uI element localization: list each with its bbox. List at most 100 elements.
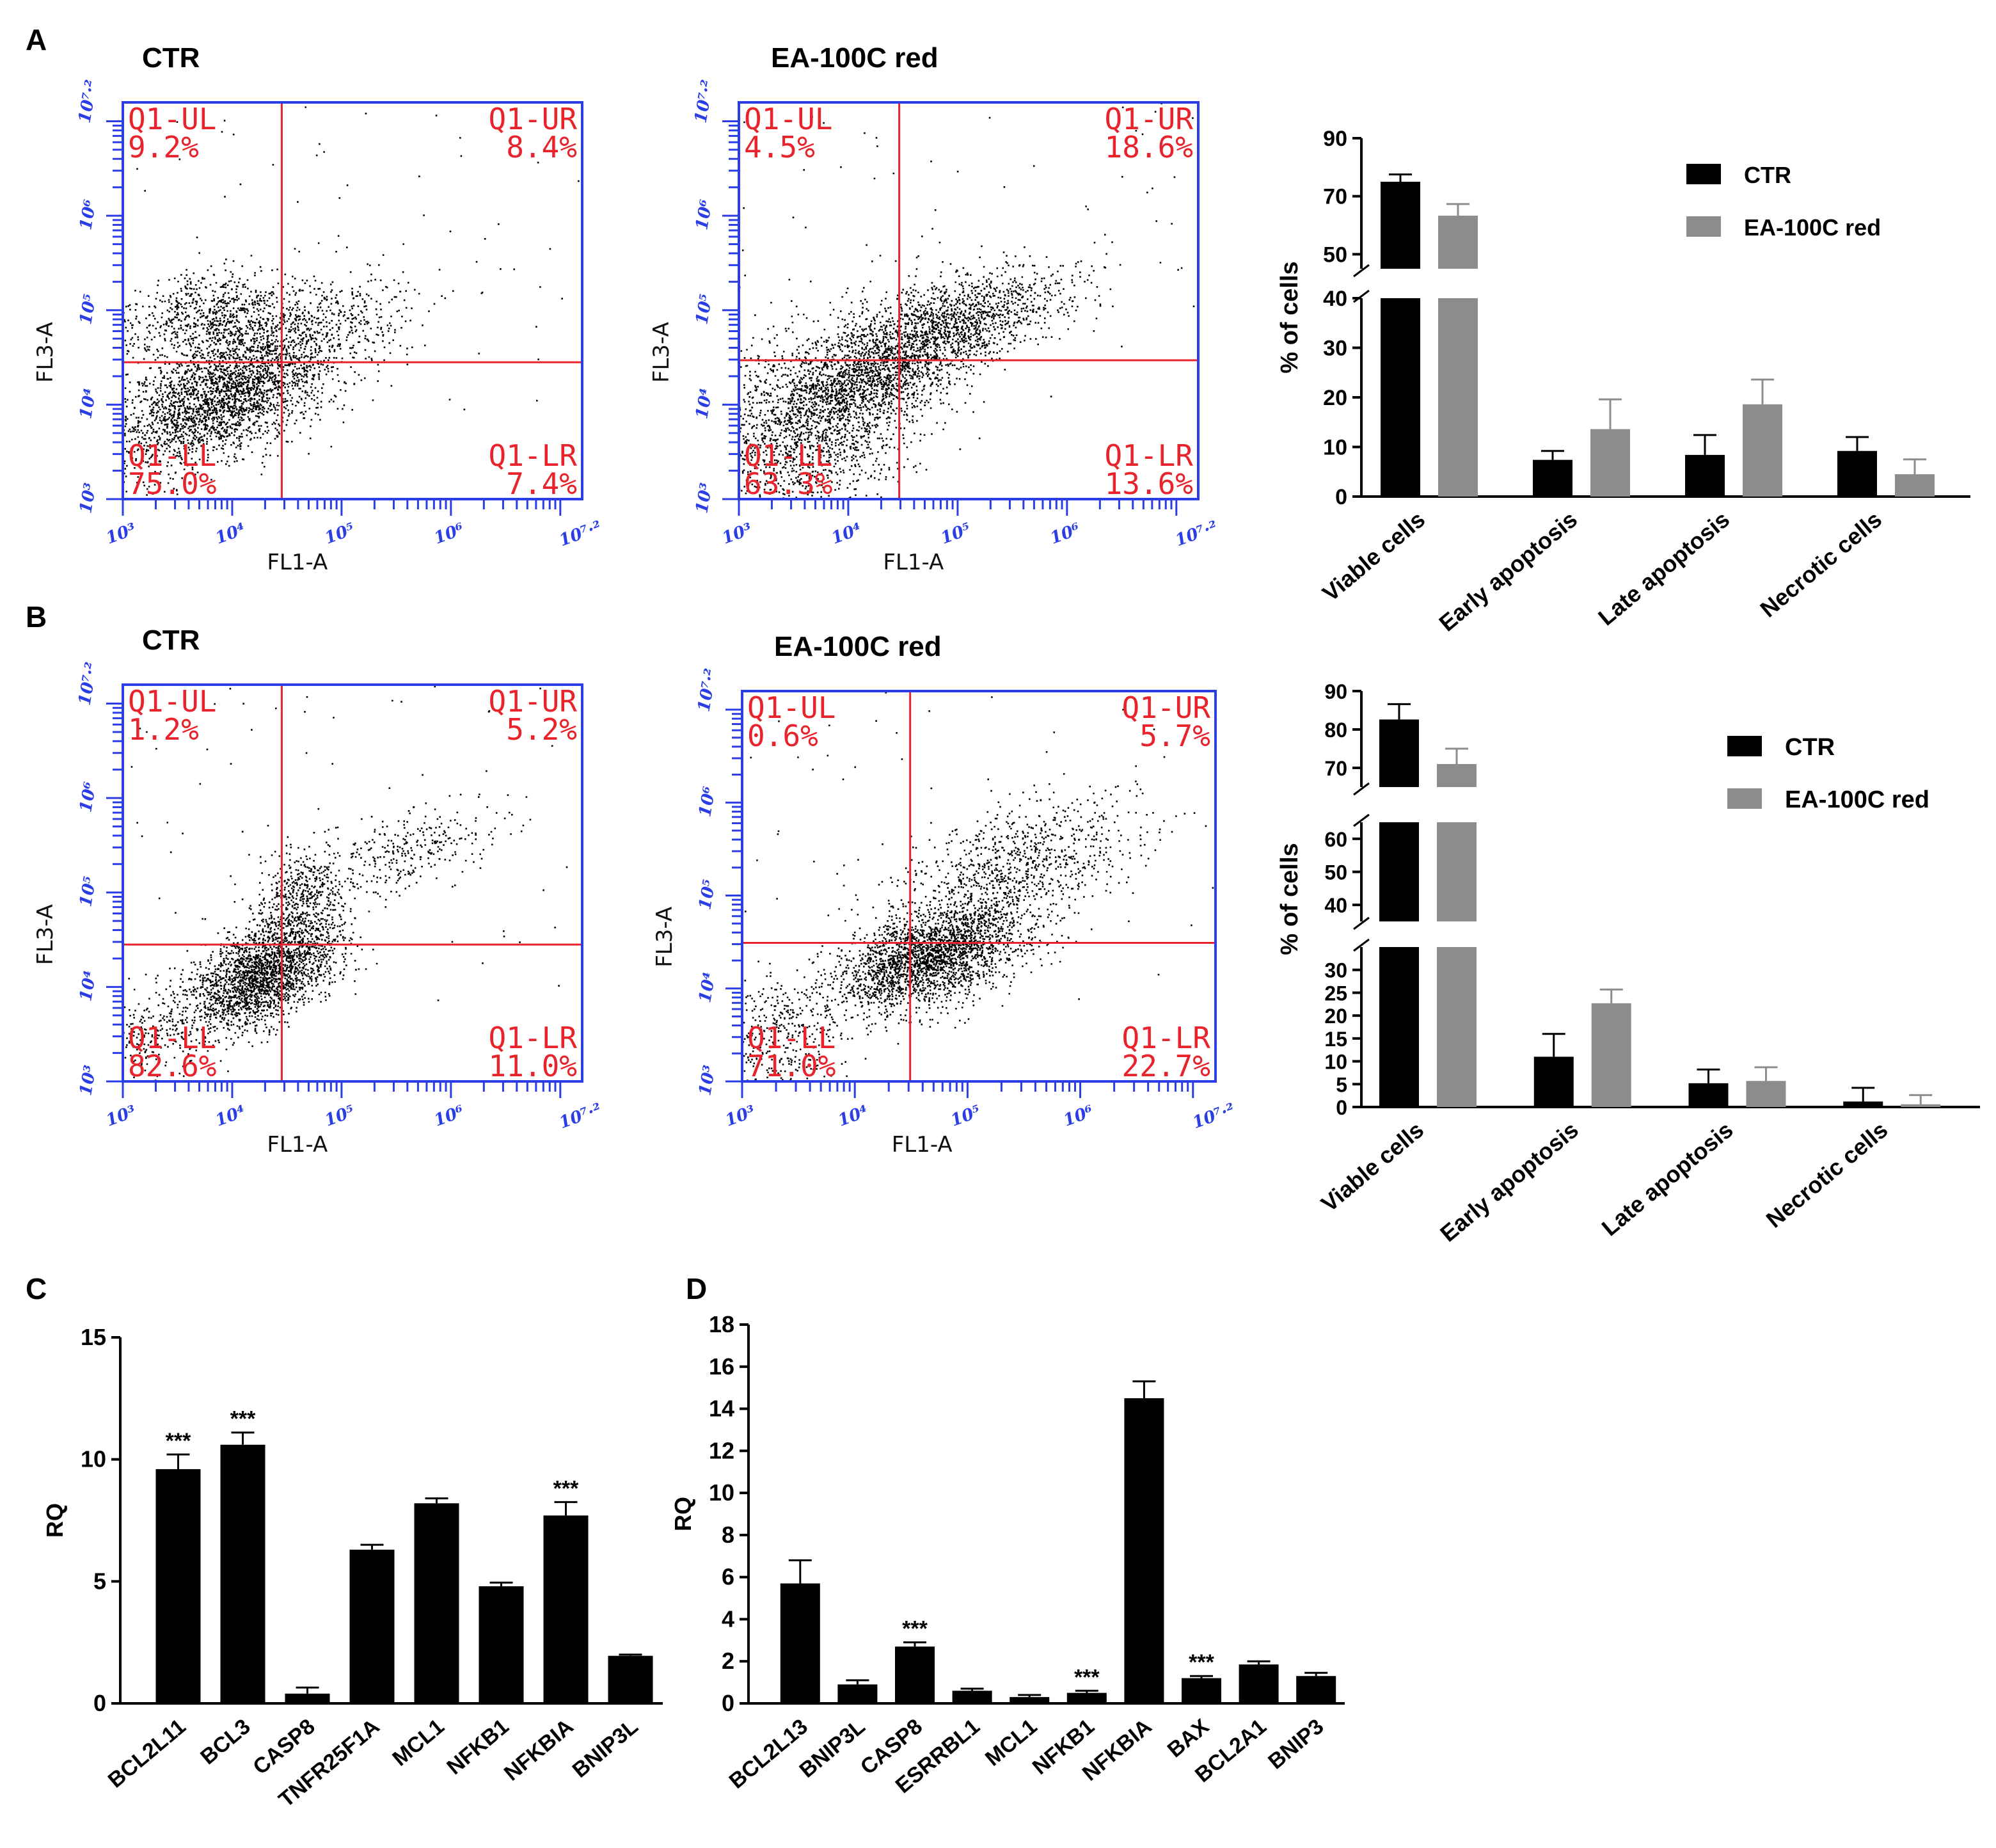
y-tick-label: 10 xyxy=(1323,436,1347,460)
x-category-label: Early apoptosis xyxy=(1434,506,1582,637)
quadrant-percent: 22.7% xyxy=(1122,1049,1210,1083)
bar xyxy=(220,1444,265,1703)
flow-plot-title: CTR xyxy=(142,42,200,74)
significance-mark: *** xyxy=(230,1407,256,1431)
flow-plot-title: EA-100C red xyxy=(771,42,939,74)
x-axis-label: FL1-A xyxy=(267,550,328,575)
bar xyxy=(1182,1678,1221,1703)
x-tick-label: 10⁶ xyxy=(1048,520,1083,548)
x-tick-label: 10⁷·² xyxy=(1190,1100,1237,1133)
y-tick-label: 10⁴ xyxy=(76,387,100,420)
quadrant-percent: 4.5% xyxy=(744,130,815,164)
legend-swatch xyxy=(1686,164,1721,184)
axis-break-mark xyxy=(1353,782,1370,796)
quadrant-percent: 18.6% xyxy=(1105,130,1193,164)
y-tick-label: 70 xyxy=(1323,185,1347,209)
y-tick-label: 0 xyxy=(1336,1096,1347,1119)
x-category-label: BNIP3L xyxy=(795,1714,869,1783)
flow-plot-title: EA-100C red xyxy=(774,631,942,662)
legend-label: CTR xyxy=(1744,162,1791,188)
quadrant-percent: 9.2% xyxy=(128,130,199,164)
quadrant-name: Q1-LR xyxy=(1122,1021,1211,1055)
bar-ea-100c-red xyxy=(1437,764,1477,787)
y-tick-label: 10⁶ xyxy=(76,781,100,814)
x-category-label: Late apoptosis xyxy=(1593,506,1734,631)
x-tick-label: 10⁷·² xyxy=(557,518,604,550)
y-tick-label: 10³ xyxy=(76,482,100,515)
quadrant-name: Q1-UR xyxy=(489,102,578,136)
quadrant-name: Q1-UL xyxy=(128,684,216,719)
bar-ctr xyxy=(1533,1056,1574,1107)
bar-ctr xyxy=(1381,182,1420,269)
bar-chart-D: 024681012141618BCL2L13BNIP3L***CASP8ESRR… xyxy=(670,1311,1345,1798)
panel-label-A: A xyxy=(26,23,47,56)
legend-swatch xyxy=(1727,736,1762,756)
bar xyxy=(155,1469,201,1703)
x-tick-label: 10³ xyxy=(104,520,139,548)
quadrant-name: Q1-UL xyxy=(747,690,836,725)
axis-break-mark xyxy=(1353,938,1370,952)
quadrant-name: Q1-LR xyxy=(1105,438,1194,473)
legend-label: EA-100C red xyxy=(1785,786,1929,813)
quadrant-percent: 5.7% xyxy=(1139,719,1210,753)
x-axis-label: FL1-A xyxy=(267,1132,328,1158)
y-tick-label: 12 xyxy=(709,1437,734,1463)
bar-ctr xyxy=(1837,450,1877,497)
quadrant-percent: 82.6% xyxy=(128,1049,216,1083)
significance-mark: *** xyxy=(553,1476,579,1501)
quadrant-percent: 5.2% xyxy=(506,712,577,747)
y-tick-label: 80 xyxy=(1324,719,1347,742)
axis-break-mark xyxy=(1353,916,1370,930)
y-tick-label: 10 xyxy=(81,1446,106,1472)
bar xyxy=(895,1646,935,1703)
flow-plot-frame xyxy=(122,101,583,500)
x-tick-label: 10⁷·² xyxy=(1173,518,1220,550)
significance-mark: *** xyxy=(166,1429,191,1453)
y-tick-label: 10⁶ xyxy=(76,198,100,232)
bar-ea-100c-red xyxy=(1901,1104,1941,1107)
y-tick-label: 18 xyxy=(709,1311,734,1337)
x-tick-label: 10⁴ xyxy=(213,1102,248,1130)
y-tick-label: 6 xyxy=(722,1564,734,1590)
bar-ctr xyxy=(1685,454,1725,497)
x-tick-label: 10³ xyxy=(723,1102,758,1130)
y-tick-label: 10³ xyxy=(695,1064,720,1097)
y-tick-label: 10³ xyxy=(692,482,717,515)
legend-label: CTR xyxy=(1785,734,1835,761)
x-tick-label: 10⁵ xyxy=(939,520,974,548)
y-tick-label: 10⁴ xyxy=(695,971,720,1004)
x-category-label: Viable cells xyxy=(1316,1117,1429,1217)
x-tick-label: 10⁶ xyxy=(432,520,467,548)
flow-dot-cloud xyxy=(739,102,1195,499)
x-category-label: Necrotic cells xyxy=(1761,1117,1893,1233)
y-tick-label: 5 xyxy=(1336,1073,1347,1096)
x-category-label: Early apoptosis xyxy=(1435,1117,1583,1247)
y-tick-label: 10⁴ xyxy=(76,969,100,1003)
y-tick-label: 15 xyxy=(1324,1028,1347,1051)
bar-ea-100c-red xyxy=(1591,1003,1631,1107)
y-tick-label: 15 xyxy=(81,1324,106,1350)
x-category-label: Necrotic cells xyxy=(1755,506,1887,623)
x-tick-label: 10⁵ xyxy=(322,520,358,548)
y-tick-label: 30 xyxy=(1323,337,1347,361)
quadrant-percent: 75.0% xyxy=(128,466,216,501)
y-tick-label: 10⁷·² xyxy=(694,667,720,713)
y-tick-label: 50 xyxy=(1324,861,1347,884)
y-tick-label: 2 xyxy=(722,1648,734,1674)
y-tick-label: 10⁷·² xyxy=(75,661,101,707)
quadrant-name: Q1-UL xyxy=(128,102,216,136)
quadrant-percent: 63.3% xyxy=(744,466,832,501)
flow-plot-frame xyxy=(122,683,583,1083)
y-tick-label: 0 xyxy=(722,1690,734,1716)
bar-ctr xyxy=(1533,459,1572,497)
x-category-label: MCL1 xyxy=(388,1714,448,1771)
y-tick-label: 90 xyxy=(1324,680,1347,703)
y-axis-label: FL3-A xyxy=(652,907,677,968)
y-tick-label: 16 xyxy=(709,1353,734,1380)
flow-dots xyxy=(739,102,1195,499)
y-tick-label: 20 xyxy=(1324,1005,1347,1028)
x-tick-label: 10⁷·² xyxy=(557,1100,604,1133)
